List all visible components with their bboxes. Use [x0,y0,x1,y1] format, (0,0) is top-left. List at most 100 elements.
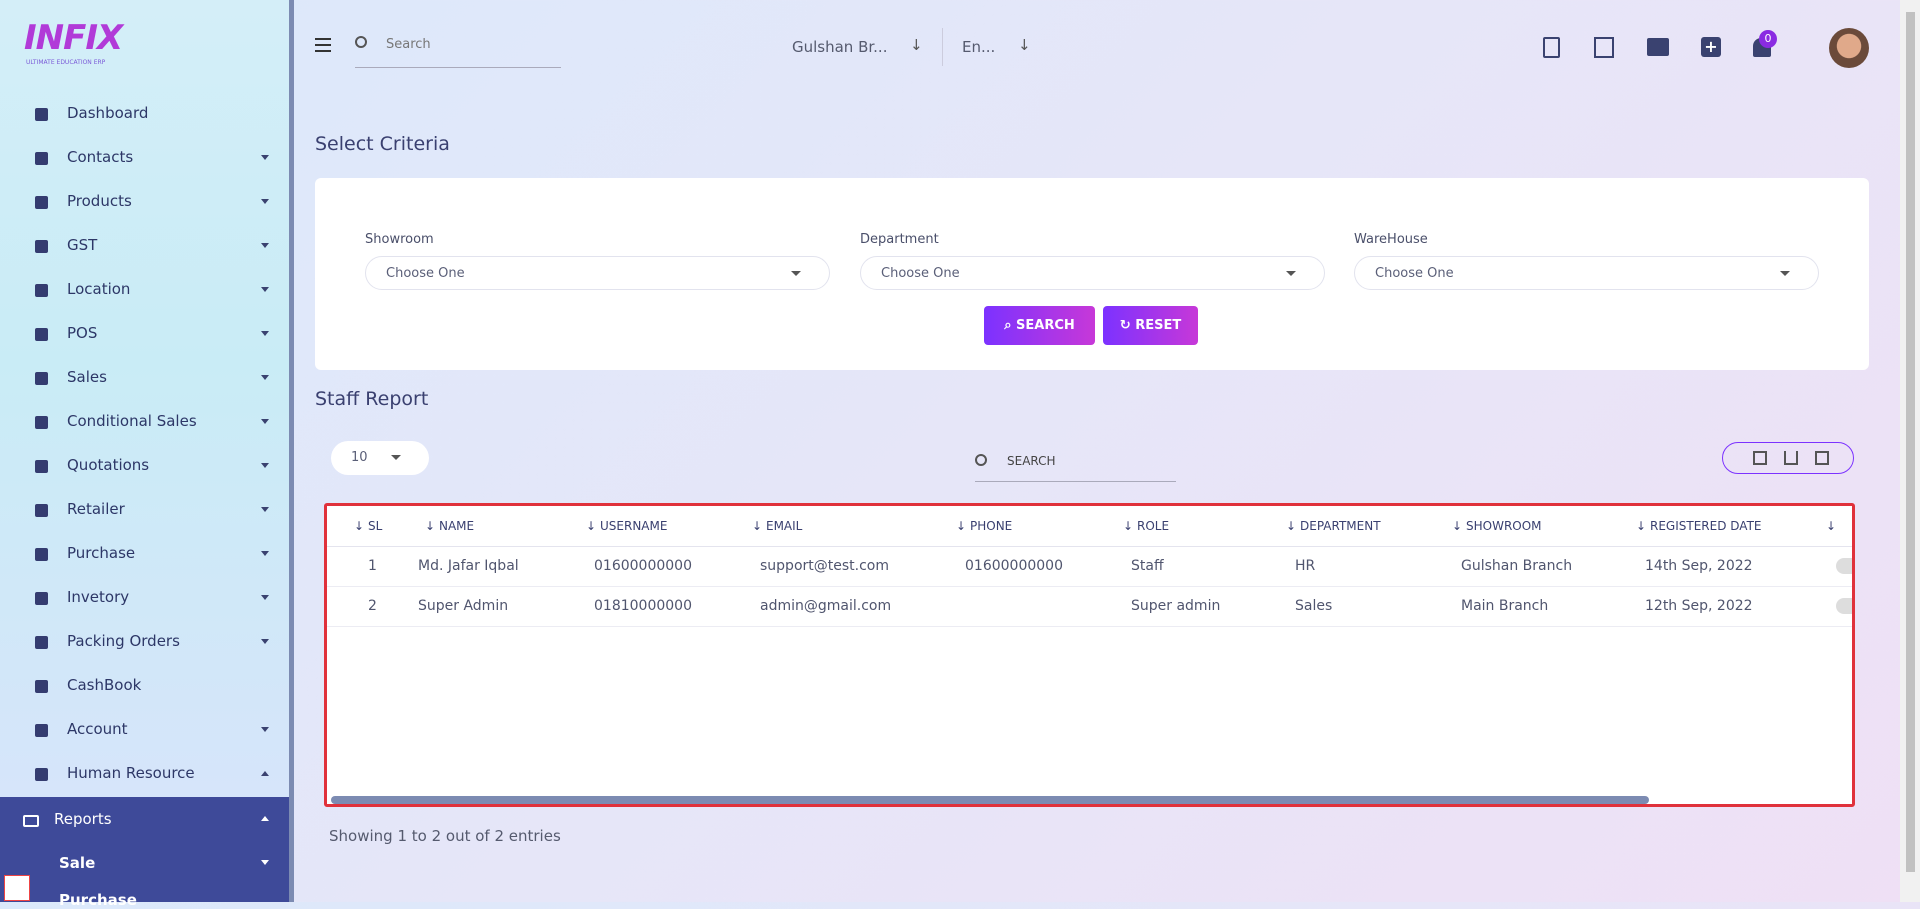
menu-item[interactable]: GST [0,224,289,268]
cell: Md. Jafar Iqbal [418,558,519,574]
menu-icon [35,416,48,429]
underline [355,67,561,68]
select[interactable]: Choose One [365,256,830,290]
submenu-item[interactable]: Purchase [59,891,137,909]
arrow: ↓ [910,36,923,54]
menu-item[interactable]: Dashboard [0,92,289,136]
menu-label: Location [67,280,131,298]
select[interactable]: Choose One [1354,256,1819,290]
column-header[interactable]: SL [368,519,383,533]
menu-toggle[interactable] [315,38,331,52]
calculator-icon[interactable] [1543,37,1560,58]
table: ↓ SL ↓ NAME ↓ USERNAME ↓ EMAIL ↓ PHONE ↓ ROLE ↓ DEPAR… [324,503,1855,807]
field-label: Showroom [365,232,434,247]
column-sort[interactable]: ↓ [1452,519,1463,533]
table-tools [1722,442,1854,474]
column-sort[interactable]: ↓ [752,519,763,533]
select[interactable]: Choose One [860,256,1325,290]
print-button[interactable] [1753,451,1767,465]
cell: 1 [368,558,377,574]
export-button[interactable] [1784,451,1798,465]
cell: Super Admin [418,598,509,614]
search-input[interactable]: Search [386,37,431,52]
icon [23,815,39,827]
caret [261,155,269,160]
menu-label: Packing Orders [67,632,180,650]
menu-item[interactable]: Packing Orders [0,620,289,664]
menu-icon [35,636,48,649]
menu-icon [35,592,48,605]
column-header[interactable]: PHONE [970,519,1013,533]
column-sort[interactable]: ↓ [956,519,967,533]
column-sort[interactable]: ↓ [1826,519,1837,533]
menu-item[interactable]: POS [0,312,289,356]
caret [261,860,269,865]
add-icon[interactable]: + [1701,37,1721,57]
menu-item[interactable]: Location [0,268,289,312]
status-toggle[interactable] [1836,558,1852,574]
menu-item[interactable]: Sales [0,356,289,400]
table-search[interactable]: SEARCH [1007,454,1056,468]
menu-icon [35,196,48,209]
caret [261,287,269,292]
column-header[interactable]: NAME [439,519,475,533]
book-icon[interactable] [1647,38,1669,56]
field-label: Department [860,232,939,247]
logo-subtitle: ULTIMATE EDUCATION ERP [26,59,106,66]
column-sort[interactable]: ↓ [1636,519,1647,533]
column-header[interactable]: ROLE [1137,519,1170,533]
caret [261,727,269,732]
search-button[interactable]: ⌕ SEARCH [984,306,1095,345]
column-header[interactable]: SHOWROOM [1466,519,1542,533]
caret [261,243,269,248]
menu-item[interactable]: Contacts [0,136,289,180]
menu-label[interactable]: Reports [54,810,112,828]
page-size-select[interactable]: 10 [331,441,429,475]
menu-item[interactable]: Products [0,180,289,224]
reset-button[interactable]: ↻ RESET [1103,306,1198,345]
columns-button[interactable] [1815,451,1829,465]
menu-icon [35,152,48,165]
row-border [327,586,1852,587]
menu-item[interactable]: CashBook [0,664,289,708]
column-header[interactable]: EMAIL [766,519,803,533]
column-header[interactable]: REGISTERED DATE [1650,519,1762,533]
menu-icon [35,108,48,121]
column-header[interactable]: DEPARTMENT [1300,519,1381,533]
menu-label: Account [67,720,128,738]
caret [261,639,269,644]
submenu-item[interactable]: Sale [59,854,96,872]
menu-icon [35,724,48,737]
caret [261,595,269,600]
column-sort[interactable]: ↓ [586,519,597,533]
table-footer: Showing 1 to 2 out of 2 entries [329,827,561,845]
menu-label: POS [67,324,98,342]
menu-item[interactable]: Retailer [0,488,289,532]
language-select[interactable]: En... [962,38,996,56]
menu-item[interactable]: Invetory [0,576,289,620]
column-sort[interactable]: ↓ [1286,519,1297,533]
menu-item[interactable]: Conditional Sales [0,400,289,444]
menu-item[interactable]: Human Resource [0,752,289,796]
column-sort[interactable]: ↓ [425,519,436,533]
menu-item[interactable]: Account [0,708,289,752]
column-sort[interactable]: ↓ [354,519,365,533]
row-border [327,626,1852,627]
cell: admin@gmail.com [760,598,892,614]
menu-label: Conditional Sales [67,412,197,430]
status-toggle[interactable] [1836,598,1852,614]
menu-icon [35,372,48,385]
branch-select[interactable]: Gulshan Br... [792,38,888,56]
column-header[interactable]: USERNAME [600,519,668,533]
avatar[interactable] [1829,28,1869,68]
horizontal-scrollbar[interactable] [331,796,1649,804]
menu-icon [35,284,48,297]
menu-label: GST [67,236,98,254]
menu-item[interactable]: Purchase [0,532,289,576]
column-sort[interactable]: ↓ [1123,519,1134,533]
field-label: WareHouse [1354,232,1428,247]
badge-icon [4,875,30,901]
arrow: ↓ [1018,36,1031,54]
pos-icon[interactable] [1594,37,1614,58]
menu-item[interactable]: Quotations [0,444,289,488]
